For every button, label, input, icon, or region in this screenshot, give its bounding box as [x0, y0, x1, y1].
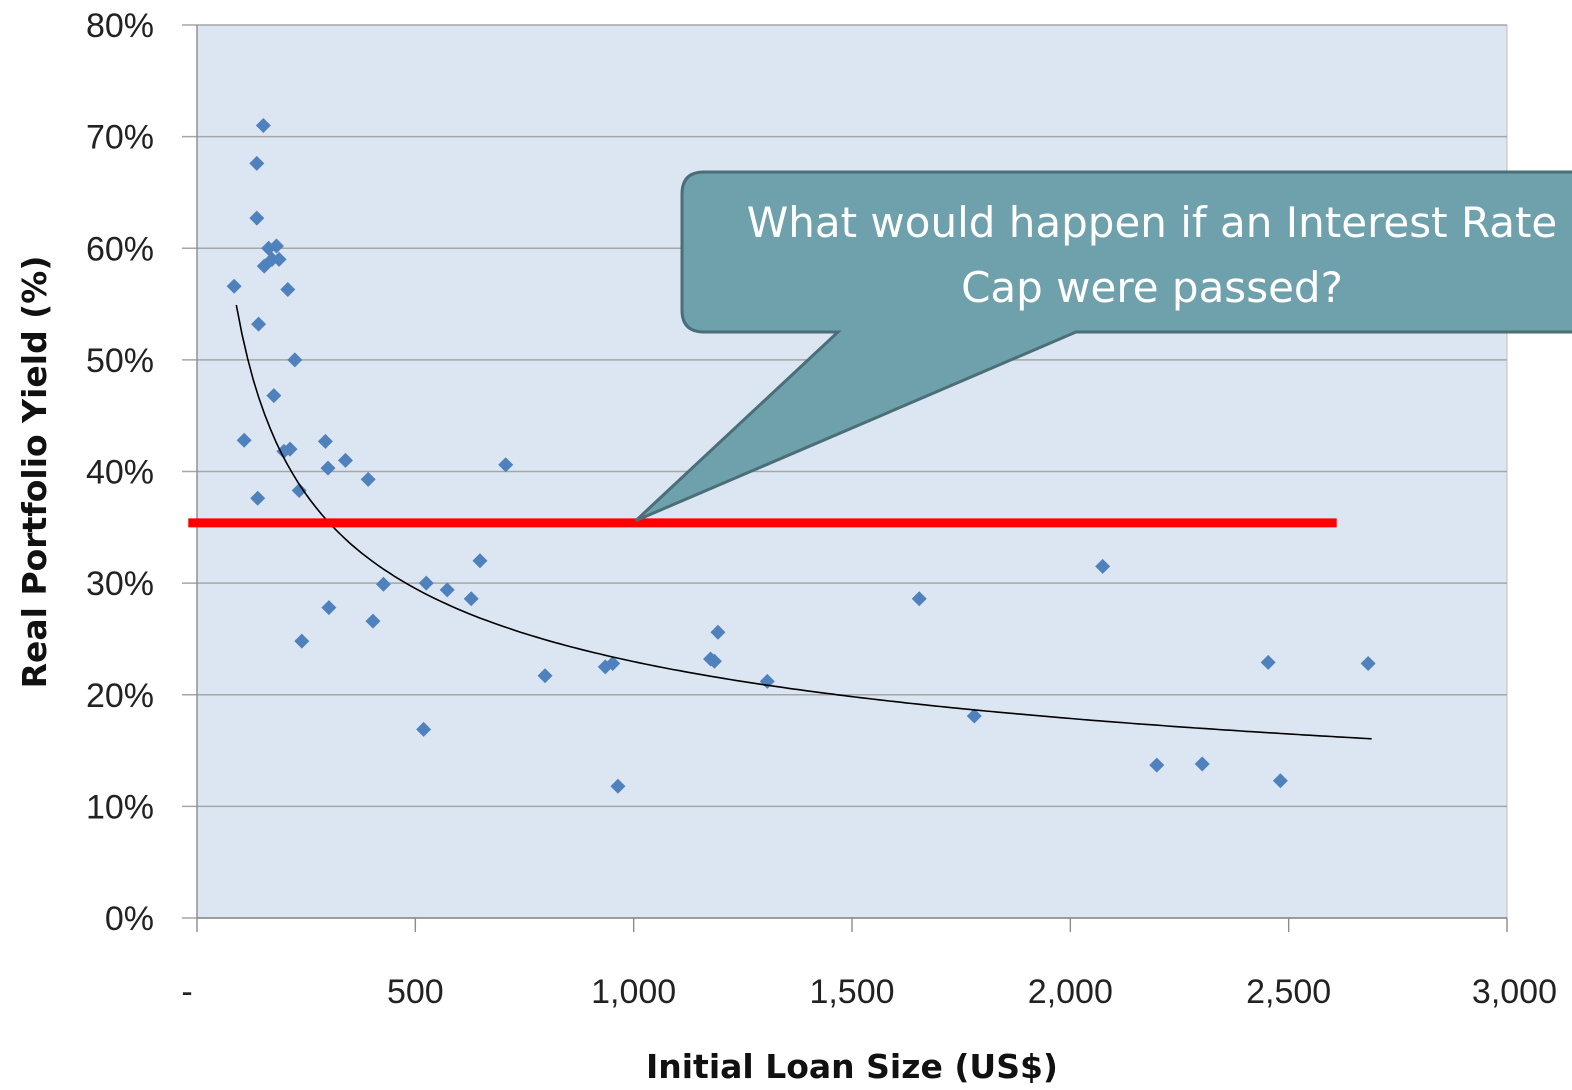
- data-points: [226, 117, 1376, 794]
- data-point: [255, 117, 271, 133]
- x-tick-label: 1,500: [809, 973, 894, 1011]
- trendline: [235, 304, 1372, 740]
- data-point: [966, 708, 982, 724]
- data-point: [337, 452, 353, 468]
- data-point: [268, 238, 284, 254]
- data-point: [1194, 756, 1210, 772]
- x-tick-label: 500: [387, 973, 444, 1011]
- x-axis: - 500 1,000 1,500 2,000 2,500 3,000: [181, 25, 1557, 1011]
- data-point: [463, 591, 479, 607]
- data-point: [251, 316, 267, 332]
- y-tick-label: 70%: [86, 119, 154, 157]
- y-tick-label: 60%: [86, 230, 154, 268]
- data-point: [236, 432, 252, 448]
- x-tick-label: 2,000: [1028, 973, 1113, 1011]
- data-point: [365, 613, 381, 629]
- callout-text-line-2: Cap were passed?: [961, 263, 1343, 312]
- x-axis-title: Initial Loan Size (US$): [646, 1047, 1058, 1086]
- data-point: [1149, 757, 1165, 773]
- x-tick-label: 2,500: [1246, 973, 1331, 1011]
- y-axis-ticks: 0% 10% 20% 30% 40% 50% 60% 70% 80%: [86, 7, 154, 938]
- data-point: [1360, 655, 1376, 671]
- data-point: [1095, 558, 1111, 574]
- y-tick-label: 30%: [86, 565, 154, 603]
- y-tick-label: 40%: [86, 454, 154, 492]
- data-point: [271, 251, 287, 267]
- data-point: [418, 575, 434, 591]
- data-point: [291, 482, 307, 498]
- callout-text-line-1: What would happen if an Interest Rate: [747, 198, 1558, 247]
- data-point: [317, 433, 333, 449]
- callout: What would happen if an Interest Rate Ca…: [634, 170, 1572, 522]
- callout-bubble: [634, 170, 1572, 522]
- data-point: [710, 624, 726, 640]
- data-point: [375, 576, 391, 592]
- y-tick-label: 80%: [86, 7, 154, 45]
- y-tick-label: 10%: [86, 788, 154, 826]
- x-tick-label: 3,000: [1472, 973, 1557, 1011]
- data-point: [266, 388, 282, 404]
- y-tick-label: 20%: [86, 677, 154, 715]
- data-point: [1260, 654, 1276, 670]
- data-point: [294, 633, 310, 649]
- data-point: [282, 441, 298, 457]
- x-tick-label: -: [181, 973, 192, 1011]
- data-point: [250, 490, 266, 506]
- data-point: [416, 721, 432, 737]
- data-point: [287, 352, 303, 368]
- data-point: [472, 553, 488, 569]
- data-point: [226, 278, 242, 294]
- data-point: [1272, 773, 1288, 789]
- data-point: [610, 778, 626, 794]
- y-tick-label: 50%: [86, 342, 154, 380]
- y-tick-label: 0%: [105, 900, 154, 938]
- data-point: [280, 282, 296, 298]
- data-point: [439, 582, 455, 598]
- x-tick-label: 1,000: [591, 973, 676, 1011]
- data-point: [320, 460, 336, 476]
- data-point: [249, 155, 265, 171]
- data-point: [706, 653, 722, 669]
- data-point: [249, 210, 265, 226]
- data-point: [537, 668, 553, 684]
- data-point: [605, 655, 621, 671]
- data-point: [360, 471, 376, 487]
- data-point: [911, 591, 927, 607]
- data-point: [498, 457, 514, 473]
- y-axis-title: Real Portfolio Yield (%): [15, 256, 54, 689]
- data-point: [321, 600, 337, 616]
